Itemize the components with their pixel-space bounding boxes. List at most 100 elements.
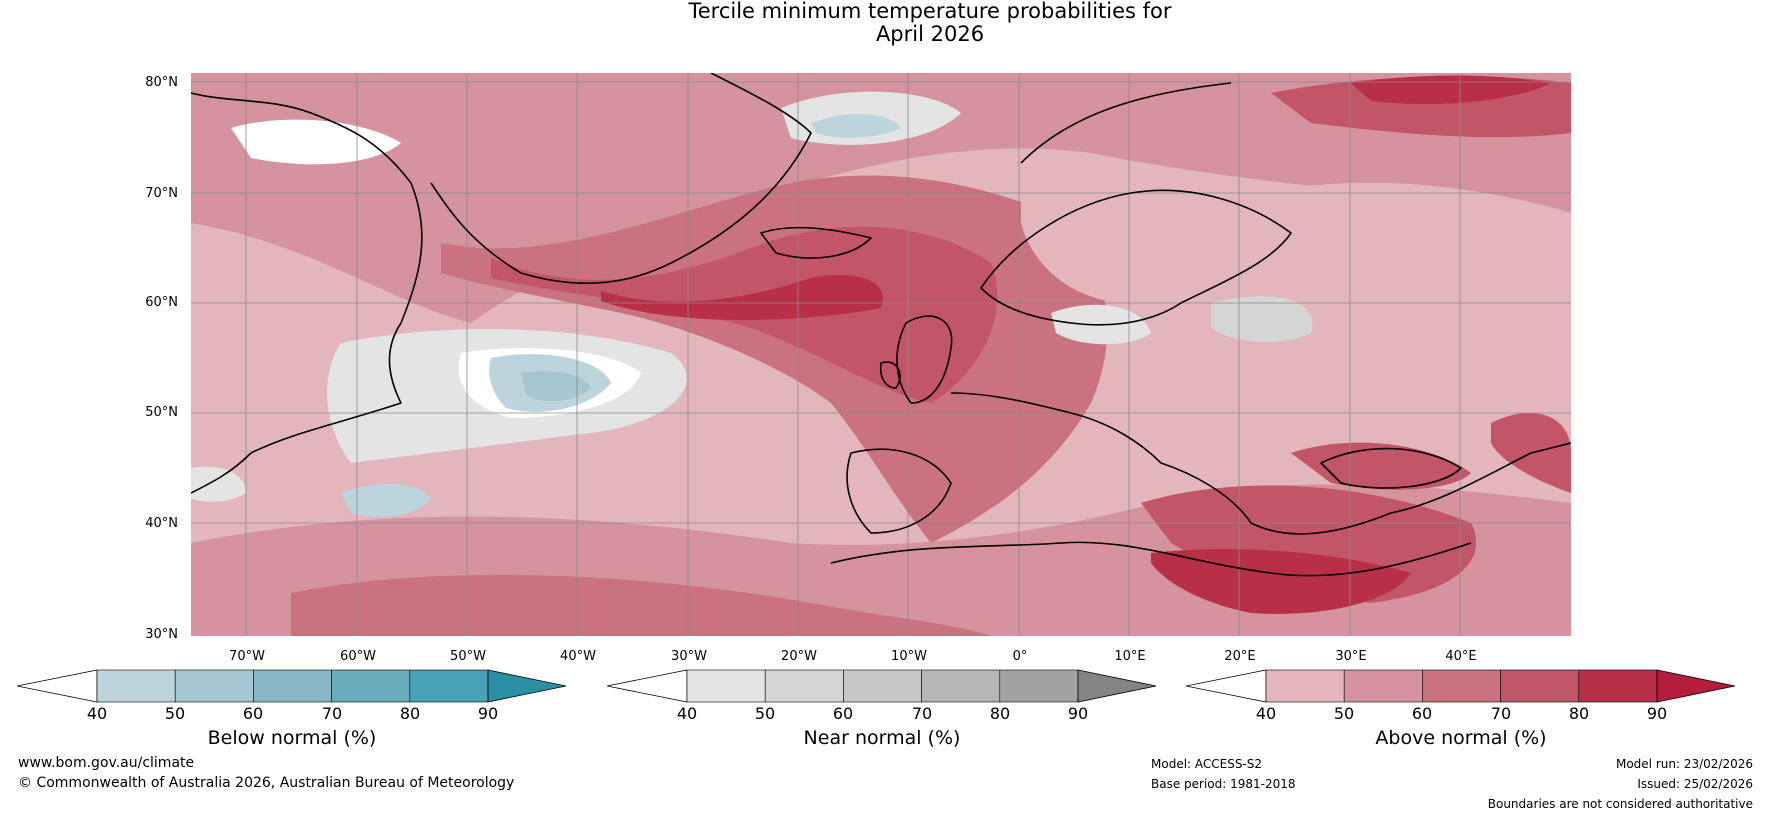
coast-scandinavia [980, 189, 1292, 326]
colorbar-swatch [843, 669, 922, 703]
map-zone-east-europe-grey [1211, 296, 1313, 343]
colorbar-above-label: Above normal (%) [1375, 727, 1547, 749]
lat-label-80n: 80°N [145, 75, 178, 90]
colorbar-swatch [764, 669, 844, 703]
colorbar-below-swatches [17, 669, 567, 703]
lon-label-20w: 20°W [781, 649, 817, 664]
colorbar-low-extension [17, 669, 98, 703]
footer-base-period: Base period: 1981-2018 [1151, 777, 1296, 791]
colorbar-high-extension [1656, 669, 1736, 703]
colorbar-near-tick-60: 60 [832, 704, 854, 723]
coast-europe-south [950, 392, 1571, 535]
footer-model: Model: ACCESS-S2 [1151, 757, 1263, 771]
colorbar-swatch [1500, 669, 1580, 703]
colorbar-swatch [921, 669, 1001, 703]
colorbar-near-tick-80: 80 [989, 704, 1011, 723]
map-zone-russia [1257, 182, 1571, 337]
map-graticule [191, 73, 1571, 636]
map-coastlines [191, 73, 1571, 577]
colorbar-swatch [1578, 669, 1658, 703]
colorbar-below-tick-80: 80 [399, 704, 421, 723]
map-canvas [191, 73, 1571, 636]
lon-label-70w: 70°W [229, 649, 265, 664]
map-zone-med-80 [1151, 549, 1411, 614]
map-title: Tercile minimum temperature probabilitie… [0, 0, 1770, 46]
colorbar-swatch [96, 669, 176, 703]
colorbar-above-tick-40: 40 [1255, 704, 1277, 723]
map-zone-atlantic-blue-60 [521, 371, 591, 402]
lon-label-60w: 60°W [340, 649, 376, 664]
colorbar-swatch [686, 669, 766, 703]
colorbar-below-normal: 40 50 60 70 80 90 Below normal (%) [17, 668, 567, 749]
colorbar-swatch [1422, 669, 1501, 703]
map-zone-us-coast-blue [341, 483, 431, 518]
colorbar-below-tick-60: 60 [242, 704, 264, 723]
colorbar-above-tick-60: 60 [1411, 704, 1433, 723]
colorbar-above-swatches [1186, 669, 1736, 703]
colorbar-above-tick-90: 90 [1646, 704, 1668, 723]
lon-label-30w: 30°W [671, 649, 707, 664]
footer-model-run: Model run: 23/02/2026 [1615, 757, 1753, 771]
coast-svalbard-arc [1020, 82, 1232, 164]
colorbar-low-extension [1186, 669, 1267, 703]
lon-label-10w: 10°W [891, 649, 927, 664]
colorbar-below-label: Below normal (%) [207, 727, 377, 749]
map-zone-above-80 [601, 274, 883, 320]
colorbar-high-extension [487, 669, 567, 703]
lat-label-30n: 30°N [145, 627, 178, 642]
lat-label-70n: 70°N [145, 186, 178, 201]
map-zone-arctic-hot [1351, 75, 1551, 104]
footer-issued: Issued: 25/02/2026 [1637, 777, 1753, 791]
colorbar-above-normal: 40 50 60 70 80 90 Above normal (%) [1186, 668, 1736, 749]
map-zone-greenland-sea-blue [811, 113, 901, 138]
colorbar-near-tick-70: 70 [911, 704, 933, 723]
coast-great-britain [896, 315, 953, 404]
colorbar-above-tick-70: 70 [1490, 704, 1512, 723]
colorbar-above-tick-80: 80 [1568, 704, 1590, 723]
colorbar-swatch [999, 669, 1079, 703]
colorbar-high-extension [1077, 669, 1157, 703]
map-zone-south-60 [291, 574, 991, 636]
colorbar-below-tick-90: 90 [477, 704, 499, 723]
lon-label-50w: 50°W [450, 649, 486, 664]
lon-label-0: 0° [1012, 649, 1028, 664]
colorbar-swatch [409, 669, 489, 703]
lon-label-40e: 40°E [1445, 649, 1477, 664]
colorbar-near-label: Near normal (%) [803, 727, 961, 749]
map-zone-canada-white [231, 119, 401, 165]
map-zone-us-coast-grey [191, 466, 246, 502]
colorbar-near-tick-90: 90 [1067, 704, 1089, 723]
map-title-line2: April 2026 [875, 22, 985, 46]
colorbar-low-extension [607, 669, 688, 703]
lon-label-30e: 30°E [1335, 649, 1367, 664]
coast-iberia [846, 448, 952, 534]
map-zone-scandinavia [1021, 174, 1226, 303]
colorbar-near-tick-40: 40 [676, 704, 698, 723]
coast-north-africa [830, 541, 1472, 577]
coast-iceland [760, 226, 872, 259]
coast-greenland [430, 73, 812, 285]
colorbar-swatch [253, 669, 332, 703]
colorbar-below-tick-50: 50 [164, 704, 186, 723]
coast-ireland [879, 361, 901, 389]
colorbar-near-tick-50: 50 [754, 704, 776, 723]
colorbar-above-tick-50: 50 [1333, 704, 1355, 723]
colorbar-swatch [174, 669, 254, 703]
coast-north-america [191, 92, 423, 494]
colorbar-below-tick-70: 70 [321, 704, 343, 723]
coast-black-sea [1320, 447, 1462, 489]
footer-disclaimer: Boundaries are not considered authoritat… [1487, 797, 1753, 811]
probability-map [191, 73, 1571, 636]
colorbar-swatch [331, 669, 411, 703]
colorbar-near-swatches [607, 669, 1157, 703]
footer-copyright: © Commonwealth of Australia 2026, Austra… [18, 775, 515, 791]
colorbar-below-tick-40: 40 [86, 704, 108, 723]
lat-label-60n: 60°N [145, 295, 178, 310]
lat-label-40n: 40°N [145, 516, 178, 531]
lat-label-50n: 50°N [145, 405, 178, 420]
footer-url: www.bom.gov.au/climate [18, 755, 195, 771]
colorbar-swatch [1265, 669, 1345, 703]
lon-label-40w: 40°W [560, 649, 596, 664]
colorbar-near-normal: 40 50 60 70 80 90 Near normal (%) [607, 668, 1157, 749]
lon-label-20e: 20°E [1224, 649, 1256, 664]
